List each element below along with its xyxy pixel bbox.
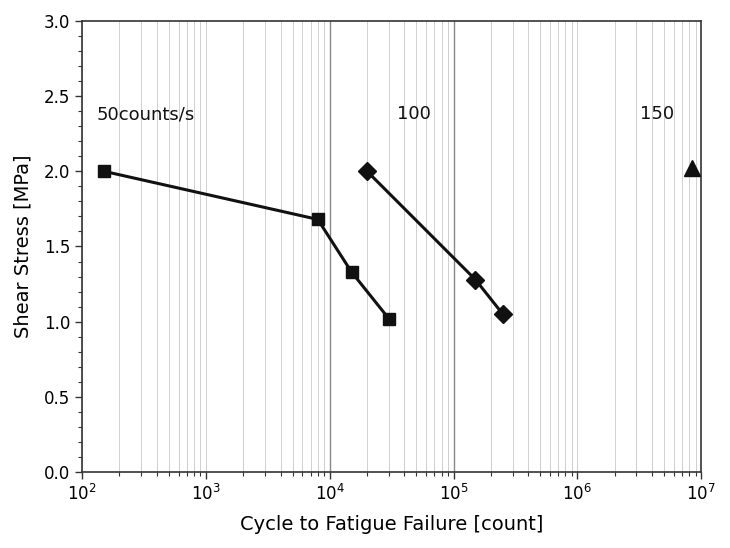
X-axis label: Cycle to Fatigue Failure [count]: Cycle to Fatigue Failure [count] xyxy=(240,515,543,534)
Text: 50counts/s: 50counts/s xyxy=(96,105,194,123)
Text: 100: 100 xyxy=(397,105,431,123)
Y-axis label: Shear Stress [MPa]: Shear Stress [MPa] xyxy=(14,155,33,338)
Text: 150: 150 xyxy=(640,105,674,123)
